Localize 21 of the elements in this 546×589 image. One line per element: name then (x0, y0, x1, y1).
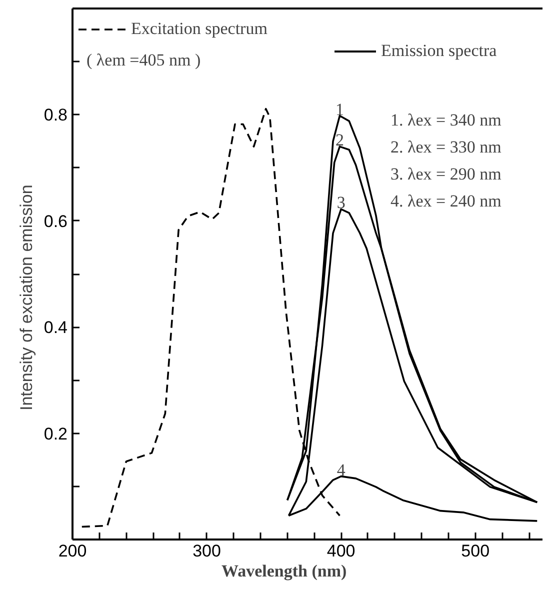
annotation: 4. λex = 240 nm (390, 192, 502, 210)
annotation: Emission spectra (381, 41, 497, 61)
series-label: 1 (335, 100, 344, 119)
series-label: 3 (336, 193, 346, 212)
series-label: 2 (335, 130, 344, 150)
x-tick-label: 300 (192, 542, 221, 560)
x-tick-label: 200 (58, 542, 87, 560)
series-label: 4 (336, 460, 346, 480)
y-tick-label: 0.8 (44, 106, 68, 125)
y-tick-label: 0.2 (44, 424, 68, 444)
x-tick-label: 400 (326, 542, 356, 560)
annotation: 2. λex = 330 nm (390, 138, 502, 156)
annotation: 3. λex = 290 nm (390, 164, 502, 184)
y-axis-title: Intensity of exciation emission (16, 184, 36, 411)
y-tick-label: 0.4 (44, 318, 68, 338)
annotation: ( λem =405 nm ) (86, 50, 201, 70)
annotation: 1. λex = 340 nm (390, 110, 502, 130)
x-tick-label: 500 (461, 542, 490, 560)
y-tick-label: 0.6 (44, 212, 68, 231)
legend-label: Excitation spectrum (131, 19, 268, 39)
x-axis-title: Wavelength (nm) (222, 562, 347, 580)
